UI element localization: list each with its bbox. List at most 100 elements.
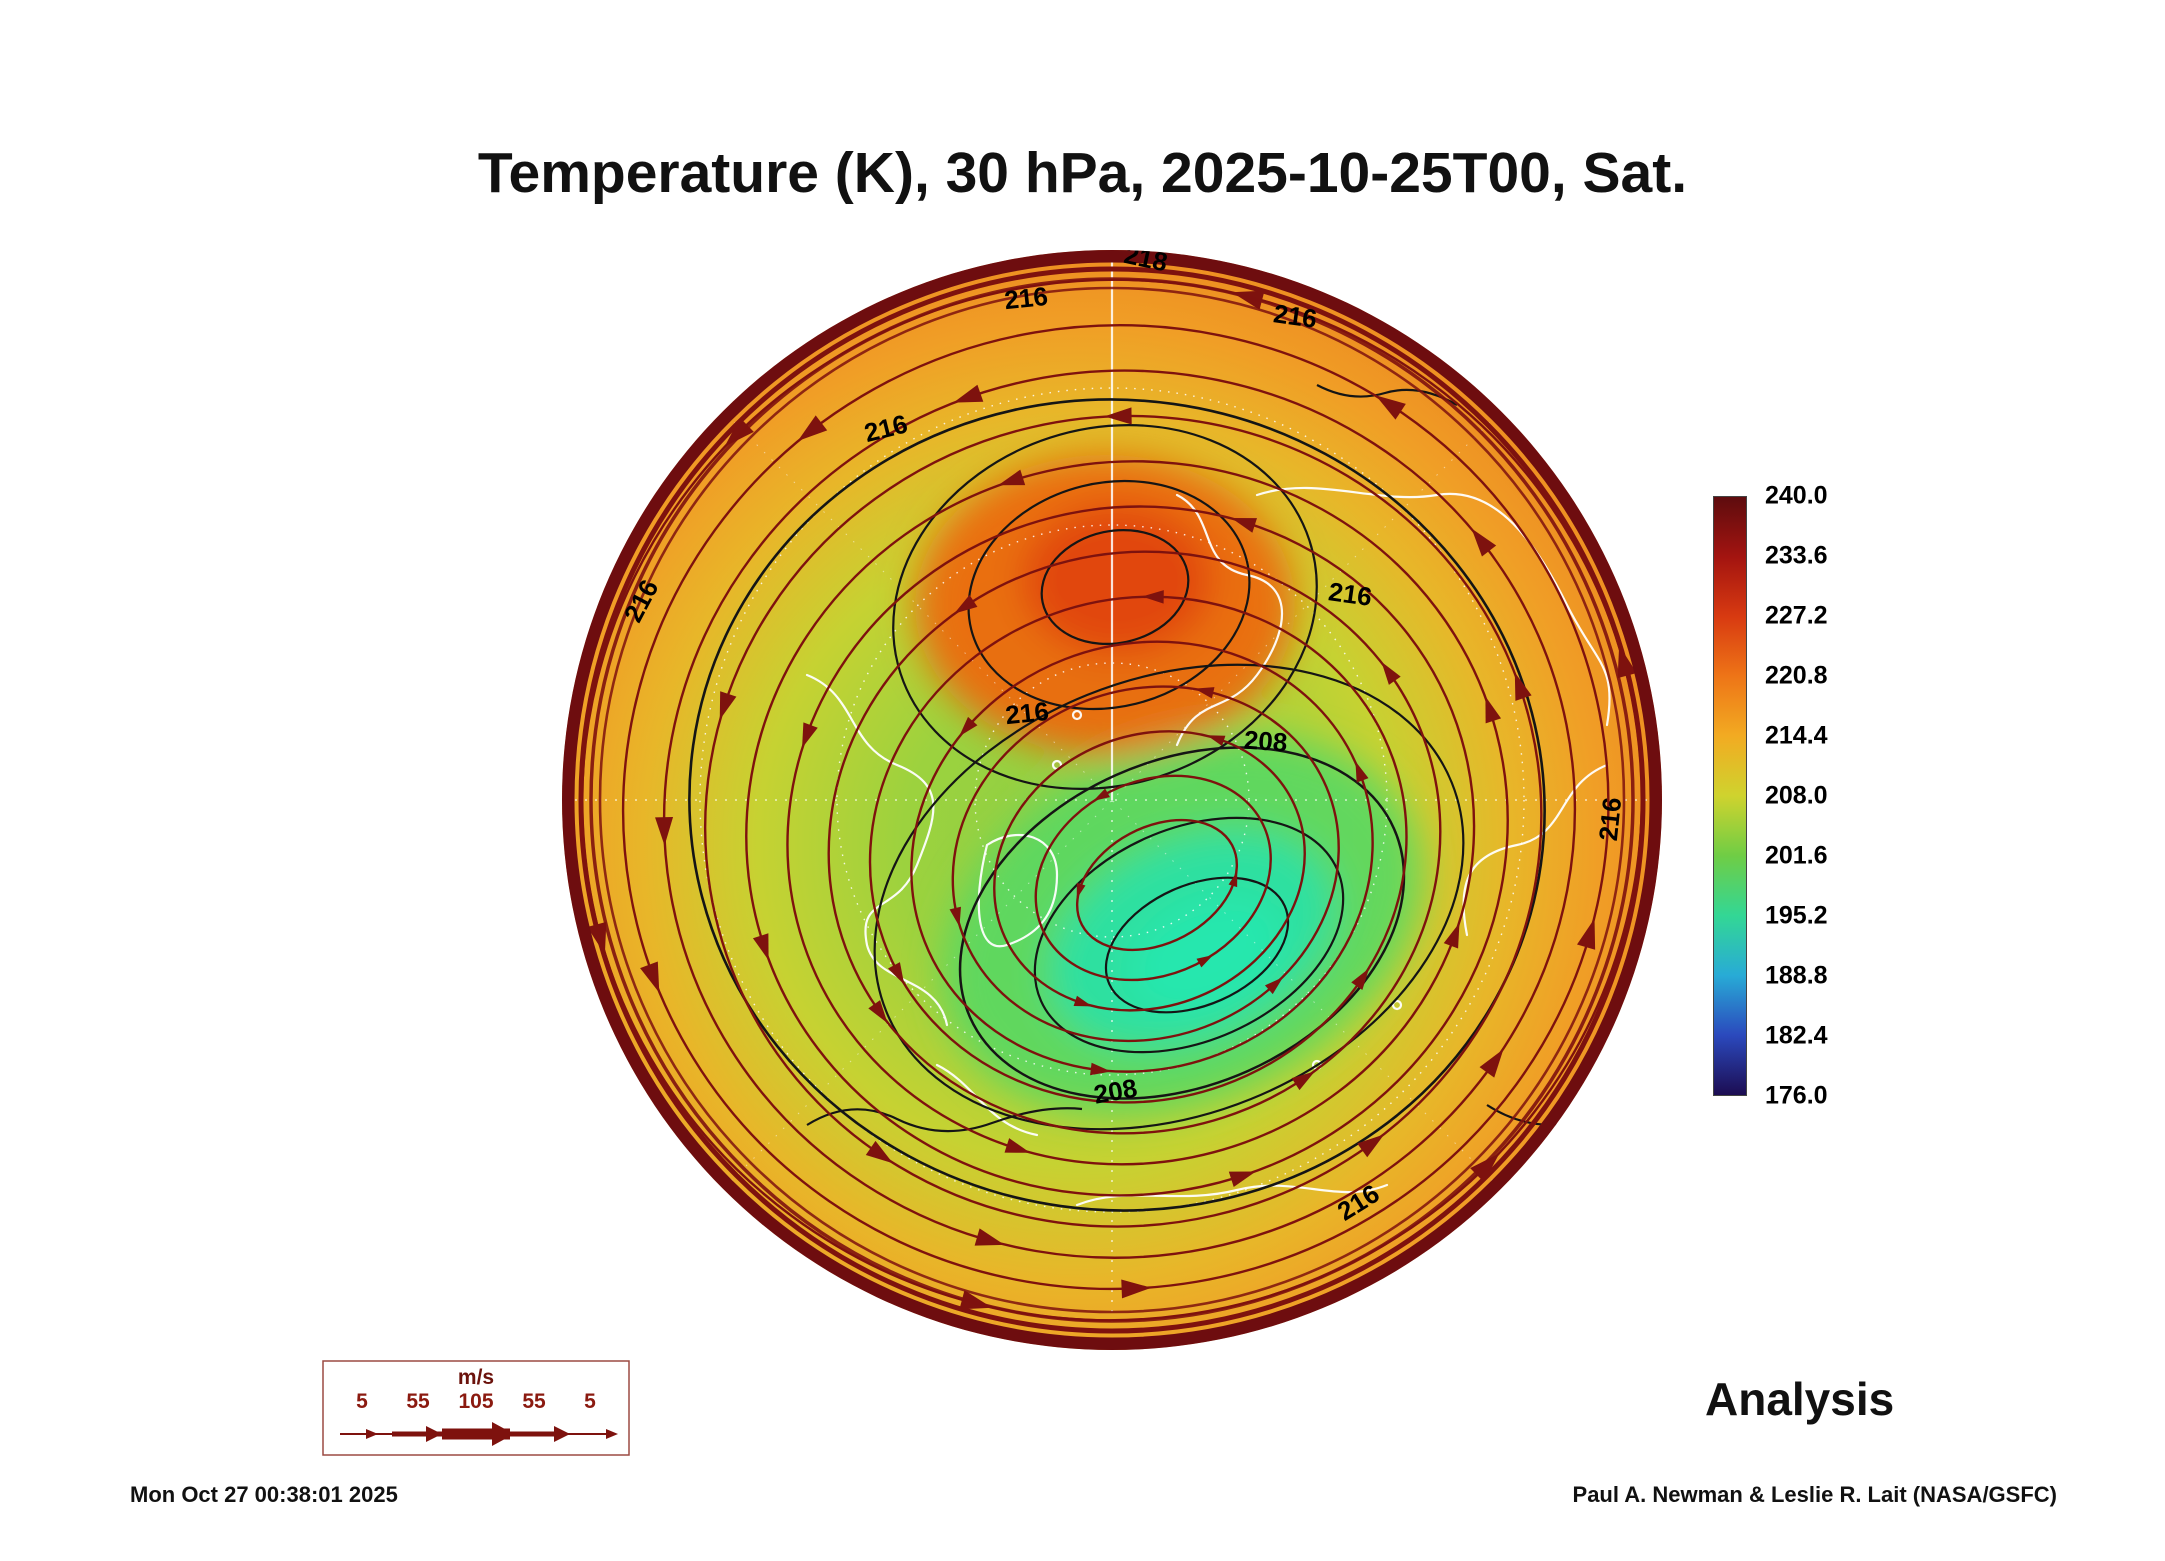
- colorbar-tick: 233.6: [1765, 541, 1828, 570]
- colorbar-tick-labels: 240.0 233.6 227.2 220.8 214.4 208.0 201.6 195.2…: [1713, 482, 1943, 1110]
- contour-label: 216: [1593, 796, 1627, 842]
- streamline-arrowhead: [974, 1228, 1005, 1246]
- streamline-arrowhead: [1231, 518, 1257, 533]
- contour-label: 216: [1272, 298, 1319, 334]
- streamline-arrowhead: [1090, 1062, 1112, 1076]
- colorbar-tick: 176.0: [1765, 1081, 1828, 1110]
- wind-legend-unit: m/s: [458, 1366, 494, 1389]
- streamline-arrowhead: [1194, 687, 1215, 699]
- streamline: [993, 730, 1306, 1012]
- streamline-arrowhead: [724, 417, 754, 447]
- wind-arrowhead: [554, 1426, 570, 1442]
- colorbar-tick: 214.4: [1765, 721, 1828, 750]
- streamline-arrowhead: [1228, 871, 1238, 888]
- wind-legend-tick: 55: [406, 1390, 430, 1413]
- streamline-arrowhead: [802, 722, 818, 748]
- wind-legend-tick: 5: [584, 1390, 596, 1413]
- wind-speed-arrow-scale: [340, 1422, 618, 1446]
- colorbar-tick: 208.0: [1765, 781, 1828, 810]
- streamline-arrowhead: [1357, 1134, 1385, 1158]
- contour-label: 216: [1003, 281, 1049, 315]
- streamline-arrowhead: [1206, 735, 1226, 746]
- streamline-arrowhead: [719, 691, 737, 720]
- page-title: Temperature (K), 30 hPa, 2025-10-25T00, …: [477, 141, 1688, 205]
- colorbar-tick: 188.8: [1765, 961, 1828, 990]
- wind-speed-legend: m/s 5 55 105 55 5: [322, 1360, 630, 1456]
- streamline-arrowhead: [1351, 968, 1370, 991]
- colorbar-tick: 227.2: [1765, 601, 1828, 630]
- streamline-arrowhead: [1470, 1153, 1500, 1183]
- colorbar-gradient: [1713, 496, 1747, 1096]
- streamline-arrowhead: [868, 1000, 888, 1024]
- streamline: [621, 324, 1610, 1291]
- wind-arrowhead: [606, 1429, 618, 1439]
- streamline-arrowhead: [1121, 1279, 1152, 1299]
- streamline-arrowhead: [1375, 395, 1406, 420]
- streamline-arrowhead: [954, 594, 978, 614]
- streamline-arrowhead: [1485, 696, 1502, 724]
- polar-map: 218 216 216 216 216 216 216 208 216 208 …: [562, 250, 1662, 1350]
- contour-label: 216: [1004, 696, 1050, 730]
- streamline-arrowhead: [865, 1140, 894, 1164]
- streamline: [1075, 818, 1239, 952]
- colorbar-tick: 182.4: [1765, 1021, 1828, 1050]
- streamline-arrowhead: [1355, 761, 1369, 783]
- streamline-arrowhead: [640, 961, 660, 993]
- contour-label: 216: [1327, 576, 1374, 612]
- streamline-arrowhead: [1381, 661, 1401, 685]
- streamline-arrowhead: [1479, 1049, 1504, 1078]
- streamline-arrowhead: [998, 469, 1026, 486]
- streamline-arrowhead: [1471, 528, 1497, 557]
- wind-legend-tick: 5: [356, 1390, 368, 1413]
- contour-label: 208: [1091, 1073, 1139, 1110]
- temperature-contours: [688, 384, 1654, 1212]
- streamline-arrowhead: [1291, 1071, 1315, 1091]
- colorbar-tick: 240.0: [1765, 481, 1828, 510]
- streamline-arrowhead: [797, 415, 828, 441]
- streamline: [1034, 774, 1272, 982]
- streamline-arrowhead: [1076, 882, 1086, 899]
- streamline-arrowhead: [1264, 977, 1284, 995]
- colorbar: 240.0 233.6 227.2 220.8 214.4 208.0 201.6 195.2…: [1713, 482, 1943, 1110]
- streamline: [827, 550, 1442, 1135]
- streamline: [704, 414, 1543, 1228]
- streamline-arrowhead: [752, 933, 769, 961]
- generation-timestamp: Mon Oct 27 00:38:01 2025: [130, 1482, 398, 1507]
- colorbar-tick: 195.2: [1765, 901, 1828, 930]
- streamline-arrowhead: [655, 816, 674, 846]
- streamline-arrowhead: [959, 716, 978, 737]
- wind-arrowhead: [492, 1422, 514, 1446]
- temperature-field: 218 216 216 216 216 216 216 208 216 208 …: [562, 250, 1662, 1350]
- contour-labels: 218 216 216 216 216 216 216 208 216 208 …: [618, 250, 1628, 1227]
- wind-arrowhead: [366, 1429, 378, 1439]
- colorbar-tick: 220.8: [1765, 661, 1828, 690]
- streamline: [951, 685, 1340, 1043]
- streamline-arrowhead: [949, 906, 961, 927]
- streamline-arrowhead: [1073, 995, 1093, 1007]
- wind-legend-tick: 105: [458, 1390, 493, 1413]
- streamline-arrowhead: [1141, 590, 1164, 604]
- colorbar-tick: 201.6: [1765, 841, 1828, 870]
- contour-label: 208: [1243, 725, 1288, 758]
- credit-line: Paul A. Newman & Leslie R. Lait (NASA/GS…: [1572, 1482, 2057, 1507]
- streamline: [745, 460, 1509, 1197]
- wind-legend-tick: 55: [522, 1390, 546, 1413]
- wind-arrowhead: [426, 1426, 442, 1442]
- streamline-arrowhead: [888, 962, 905, 985]
- streamline: [868, 595, 1408, 1104]
- streamline-arrowhead: [1196, 954, 1214, 968]
- streamline-arrowhead: [1004, 1138, 1031, 1153]
- analysis-label: Analysis: [1705, 1373, 1895, 1425]
- coastlines: [805, 486, 1611, 1207]
- streamline-arrowhead: [1228, 1171, 1256, 1188]
- streamline-arrowhead: [1514, 672, 1532, 701]
- streamline-arrowhead: [1093, 788, 1110, 801]
- streamline-arrowhead: [1577, 918, 1596, 950]
- streamline: [786, 505, 1476, 1166]
- streamline: [662, 369, 1577, 1259]
- streamline-arrowhead: [1104, 407, 1132, 425]
- streamline-arrowhead: [953, 384, 984, 403]
- rim-streamline-rings: [562, 250, 1662, 1350]
- streamline-arrowhead: [1443, 922, 1460, 949]
